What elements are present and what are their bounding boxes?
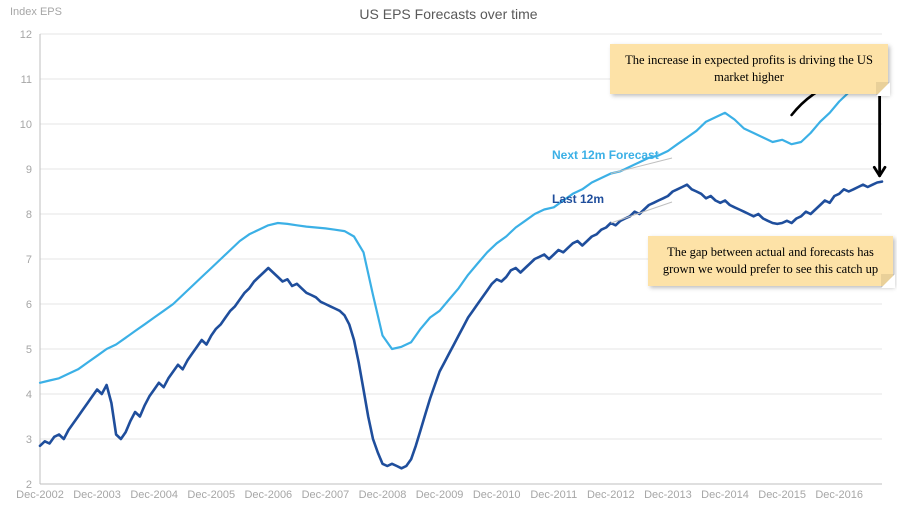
callout-top: The increase in expected profits is driv… — [610, 44, 888, 94]
svg-text:Dec-2015: Dec-2015 — [758, 489, 806, 501]
svg-text:Dec-2009: Dec-2009 — [416, 489, 464, 501]
svg-text:7: 7 — [26, 254, 32, 266]
svg-text:Dec-2003: Dec-2003 — [73, 489, 121, 501]
series-label-forecast: Next 12m Forecast — [552, 148, 659, 162]
svg-text:4: 4 — [26, 389, 32, 401]
folded-corner-icon — [876, 82, 890, 96]
svg-text:10: 10 — [20, 119, 32, 131]
callout-bottom: The gap between actual and forecasts has… — [648, 236, 893, 286]
svg-text:Dec-2011: Dec-2011 — [530, 489, 577, 501]
svg-text:Dec-2008: Dec-2008 — [359, 489, 407, 501]
chart-container: Index EPS US EPS Forecasts over time 234… — [0, 0, 897, 520]
svg-text:Dec-2006: Dec-2006 — [244, 489, 292, 501]
svg-text:Dec-2010: Dec-2010 — [473, 489, 521, 501]
svg-text:5: 5 — [26, 344, 32, 356]
svg-text:8: 8 — [26, 209, 32, 221]
svg-text:9: 9 — [26, 164, 32, 176]
svg-text:Dec-2012: Dec-2012 — [587, 489, 635, 501]
svg-text:Dec-2005: Dec-2005 — [187, 489, 235, 501]
svg-text:12: 12 — [20, 29, 32, 41]
svg-text:3: 3 — [26, 434, 32, 446]
svg-text:Dec-2016: Dec-2016 — [815, 489, 863, 501]
svg-text:11: 11 — [21, 74, 32, 86]
svg-text:6: 6 — [26, 299, 32, 311]
svg-text:Dec-2004: Dec-2004 — [130, 489, 178, 501]
svg-text:Dec-2014: Dec-2014 — [701, 489, 749, 501]
series-label-actual: Last 12m — [552, 192, 604, 206]
svg-text:Dec-2002: Dec-2002 — [16, 489, 64, 501]
svg-text:Dec-2007: Dec-2007 — [302, 489, 350, 501]
folded-corner-icon — [881, 274, 895, 288]
callout-top-text: The increase in expected profits is driv… — [625, 53, 873, 84]
callout-bottom-text: The gap between actual and forecasts has… — [663, 245, 878, 276]
svg-text:Dec-2013: Dec-2013 — [644, 489, 692, 501]
